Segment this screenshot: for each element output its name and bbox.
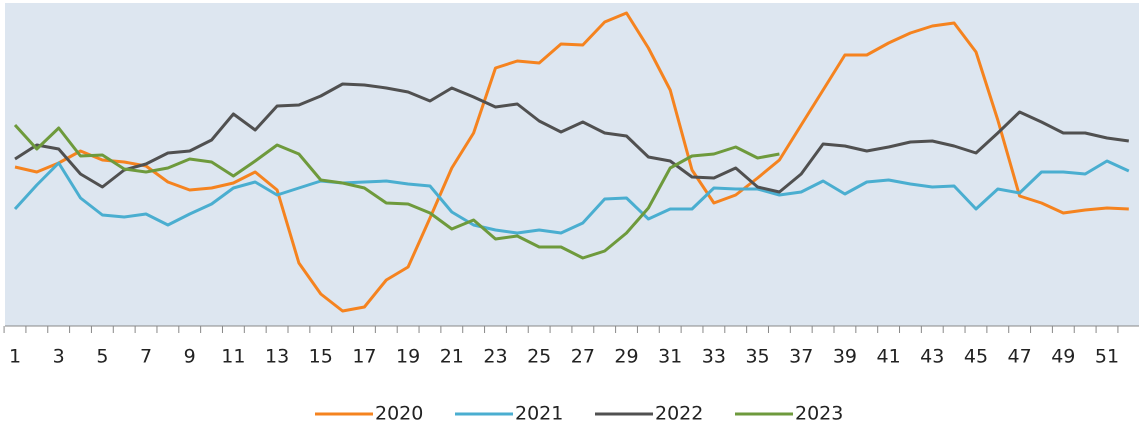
x-tick-label: 35 [745, 346, 769, 368]
x-tick-label: 15 [309, 346, 333, 368]
x-tick-label: 5 [96, 346, 108, 368]
x-tick-label: 45 [964, 346, 988, 368]
plot-area [5, 3, 1139, 326]
x-tick-label: 17 [352, 346, 376, 368]
x-tick-label: 33 [702, 346, 726, 368]
x-tick-label: 31 [658, 346, 682, 368]
x-tick-label: 37 [789, 346, 813, 368]
legend-label: 2021 [515, 403, 563, 425]
legend-label: 2022 [655, 403, 703, 425]
x-tick-label: 39 [833, 346, 857, 368]
series-line [14, 11, 1129, 313]
x-tick-label: 47 [1008, 346, 1032, 368]
x-tick-label: 3 [53, 346, 65, 368]
series-line [13, 159, 1130, 235]
x-tick-label: 21 [440, 346, 464, 368]
legend-label: 2020 [375, 403, 423, 425]
series-line [13, 123, 780, 260]
x-tick-label: 41 [877, 346, 901, 368]
x-tick-label: 43 [920, 346, 944, 368]
x-tick-label: 23 [483, 346, 507, 368]
x-tick-label: 13 [265, 346, 289, 368]
x-tick-label: 27 [571, 346, 595, 368]
x-tick-label: 7 [140, 346, 152, 368]
x-tick-label: 11 [221, 346, 245, 368]
x-tick-label: 25 [527, 346, 551, 368]
x-tick-label: 49 [1051, 346, 1075, 368]
legend-label: 2023 [795, 403, 843, 425]
x-tick-label: 9 [184, 346, 196, 368]
x-tick-label: 19 [396, 346, 420, 368]
x-tick-label: 29 [614, 346, 638, 368]
series-line [14, 82, 1130, 194]
x-tick-label: 1 [9, 346, 21, 368]
x-tick-label: 51 [1095, 346, 1119, 368]
